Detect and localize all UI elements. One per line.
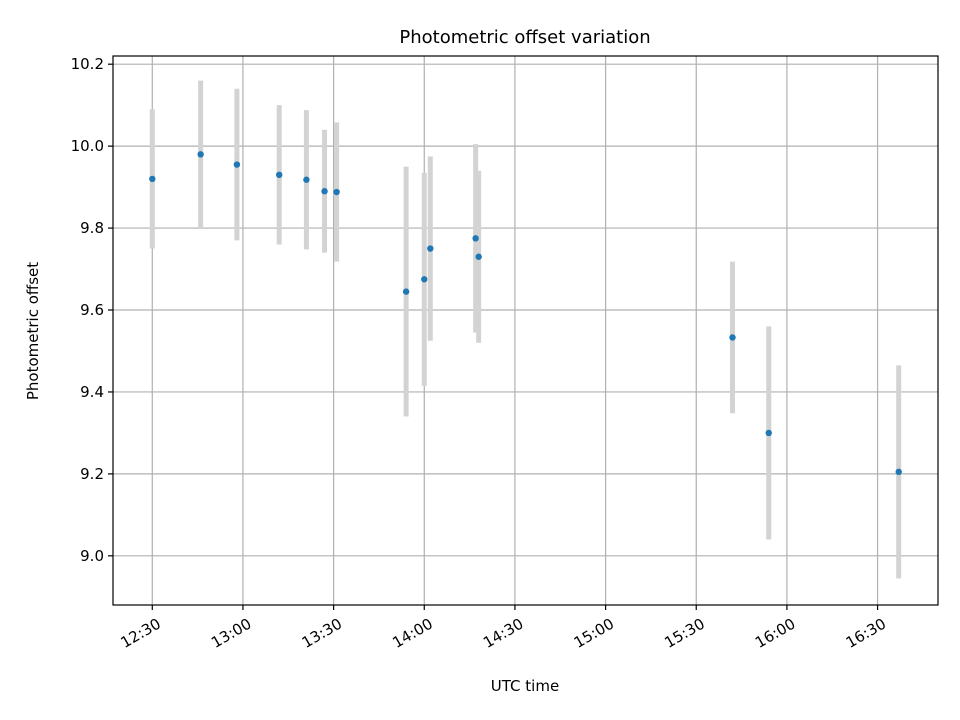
data-point bbox=[233, 161, 241, 168]
y-tick-label: 9.2 bbox=[80, 465, 104, 483]
data-point bbox=[427, 245, 434, 252]
y-tick-label: 9.0 bbox=[80, 547, 104, 565]
grid bbox=[113, 56, 938, 605]
data-point bbox=[149, 175, 156, 183]
y-axis-label: Photometric offset bbox=[24, 262, 42, 400]
data-point bbox=[303, 176, 310, 183]
data-point bbox=[475, 253, 482, 260]
data-point bbox=[421, 276, 428, 283]
plot-frame bbox=[112, 55, 939, 606]
data-point bbox=[765, 429, 772, 437]
data-point bbox=[472, 235, 479, 242]
data-points bbox=[149, 151, 902, 476]
y-tick-label: 10.2 bbox=[71, 55, 104, 73]
y-tick-label: 10.0 bbox=[71, 137, 104, 155]
chart-title: Photometric offset variation bbox=[399, 27, 650, 48]
x-axis-label: UTC time bbox=[491, 677, 559, 695]
data-point bbox=[895, 468, 902, 476]
y-tick-label: 9.6 bbox=[80, 301, 104, 319]
y-tick-label: 9.4 bbox=[80, 383, 104, 401]
data-point bbox=[276, 171, 283, 179]
plot-background bbox=[113, 56, 938, 605]
data-point bbox=[321, 188, 328, 195]
y-tick-label: 9.8 bbox=[80, 219, 104, 237]
data-point bbox=[197, 151, 204, 158]
data-point bbox=[333, 188, 340, 196]
y-axis: 9.0 9.2 9.4 9.6 9.8 10.0 10.2 bbox=[71, 55, 113, 565]
data-point bbox=[729, 334, 736, 341]
data-point bbox=[402, 288, 410, 295]
